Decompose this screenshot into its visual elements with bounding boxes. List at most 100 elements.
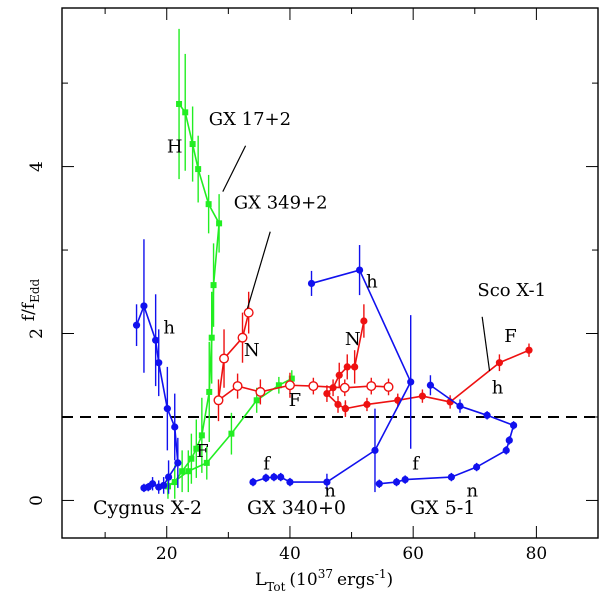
data-point — [483, 411, 491, 419]
data-point — [308, 381, 319, 392]
data-point — [262, 474, 270, 482]
data-point — [228, 430, 235, 437]
data-point — [232, 381, 243, 392]
data-point — [366, 381, 377, 392]
series-6 — [249, 245, 415, 493]
annotation-label: GX 349+2 — [234, 192, 328, 213]
data-point — [335, 371, 343, 379]
data-point — [198, 432, 205, 439]
data-point — [473, 463, 481, 471]
annotation-pointer — [222, 145, 247, 192]
annotation-label: Sco X-1 — [477, 280, 546, 301]
y-axis-title-subscript: Edd — [28, 278, 42, 302]
annotation-pointer — [246, 231, 271, 309]
data-point — [339, 382, 350, 393]
data-point — [255, 386, 266, 397]
data-point — [277, 473, 285, 481]
data-point — [249, 478, 257, 486]
annotation-label: N — [244, 340, 260, 361]
annotation-pointer — [481, 316, 491, 372]
data-point — [392, 478, 401, 486]
data-point — [193, 445, 200, 452]
data-point — [213, 395, 224, 406]
data-point — [164, 473, 173, 481]
data-point — [275, 382, 282, 389]
annotation-label: n — [467, 480, 479, 501]
annotation-label: F — [289, 390, 302, 411]
data-point — [284, 380, 295, 391]
data-point — [286, 478, 294, 486]
y-axis-title: f/fEdd — [19, 278, 42, 321]
x-axis-title: LTot (1037 ergs-1) — [255, 567, 393, 594]
data-point — [288, 375, 295, 382]
data-point — [363, 400, 371, 409]
data-point — [426, 381, 435, 389]
data-point — [375, 480, 383, 488]
series-7 — [375, 375, 518, 488]
data-point — [195, 166, 202, 173]
data-point — [185, 468, 192, 475]
data-point — [219, 353, 230, 364]
source-label-gx-340-0: GX 340+0 — [247, 497, 346, 519]
annotation-label: f — [412, 454, 420, 475]
data-point — [307, 279, 316, 288]
annotation-label: h — [366, 272, 378, 293]
data-point — [418, 392, 427, 400]
annotation-label: F — [196, 441, 209, 462]
data-point — [179, 468, 186, 475]
annotation-label: N — [345, 329, 361, 350]
data-point — [155, 483, 163, 491]
source-label-gx-5-1: GX 5-1 — [410, 497, 475, 519]
data-point — [152, 336, 160, 344]
data-point — [189, 141, 196, 148]
data-point — [270, 473, 278, 481]
data-point — [334, 400, 342, 409]
data-point — [253, 397, 260, 404]
series-4 — [341, 343, 533, 416]
data-point — [188, 455, 195, 462]
annotation-label: f — [263, 454, 271, 475]
data-point — [323, 478, 331, 486]
data-point — [208, 334, 215, 341]
data-point — [182, 109, 189, 116]
data-point — [371, 446, 379, 454]
data-point — [206, 388, 213, 395]
series-5 — [132, 239, 182, 494]
data-point — [174, 459, 182, 467]
data-point — [351, 363, 359, 371]
data-point — [383, 381, 394, 392]
data-point — [401, 475, 409, 484]
data-point — [210, 282, 217, 289]
x-tick-label: 40 — [279, 544, 301, 564]
data-point — [456, 402, 464, 410]
y-tick-label: 2 — [27, 328, 47, 339]
x-tick-label: 60 — [402, 544, 424, 564]
data-point — [509, 421, 518, 429]
y-tick-label: 0 — [27, 495, 47, 506]
data-point — [447, 473, 455, 481]
x-tick-label: 80 — [526, 544, 548, 564]
data-point — [341, 405, 350, 413]
data-point — [407, 378, 415, 386]
data-point — [323, 390, 331, 398]
series-line — [252, 269, 412, 483]
data-point — [360, 317, 368, 325]
data-point — [176, 100, 183, 107]
annotation-label: GX 17+2 — [209, 109, 291, 130]
data-point — [237, 332, 248, 343]
data-point — [495, 359, 504, 367]
x-tick-label: 20 — [156, 544, 178, 564]
data-point — [355, 266, 364, 274]
data-point — [329, 384, 337, 392]
annotation-label: h — [492, 378, 504, 399]
data-point — [505, 436, 513, 444]
plot-frame — [61, 7, 599, 539]
series-3 — [323, 304, 368, 417]
annotation-label: F — [504, 326, 517, 347]
source-label-cygnus-x-2: Cygnus X-2 — [93, 497, 202, 519]
data-point — [216, 220, 223, 227]
annotation-label: H — [167, 136, 183, 157]
data-point — [343, 363, 351, 371]
data-point — [203, 459, 210, 466]
